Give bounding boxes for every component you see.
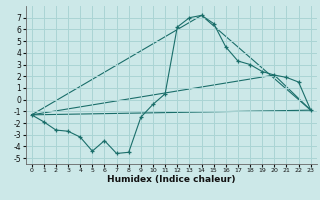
X-axis label: Humidex (Indice chaleur): Humidex (Indice chaleur)	[107, 175, 236, 184]
